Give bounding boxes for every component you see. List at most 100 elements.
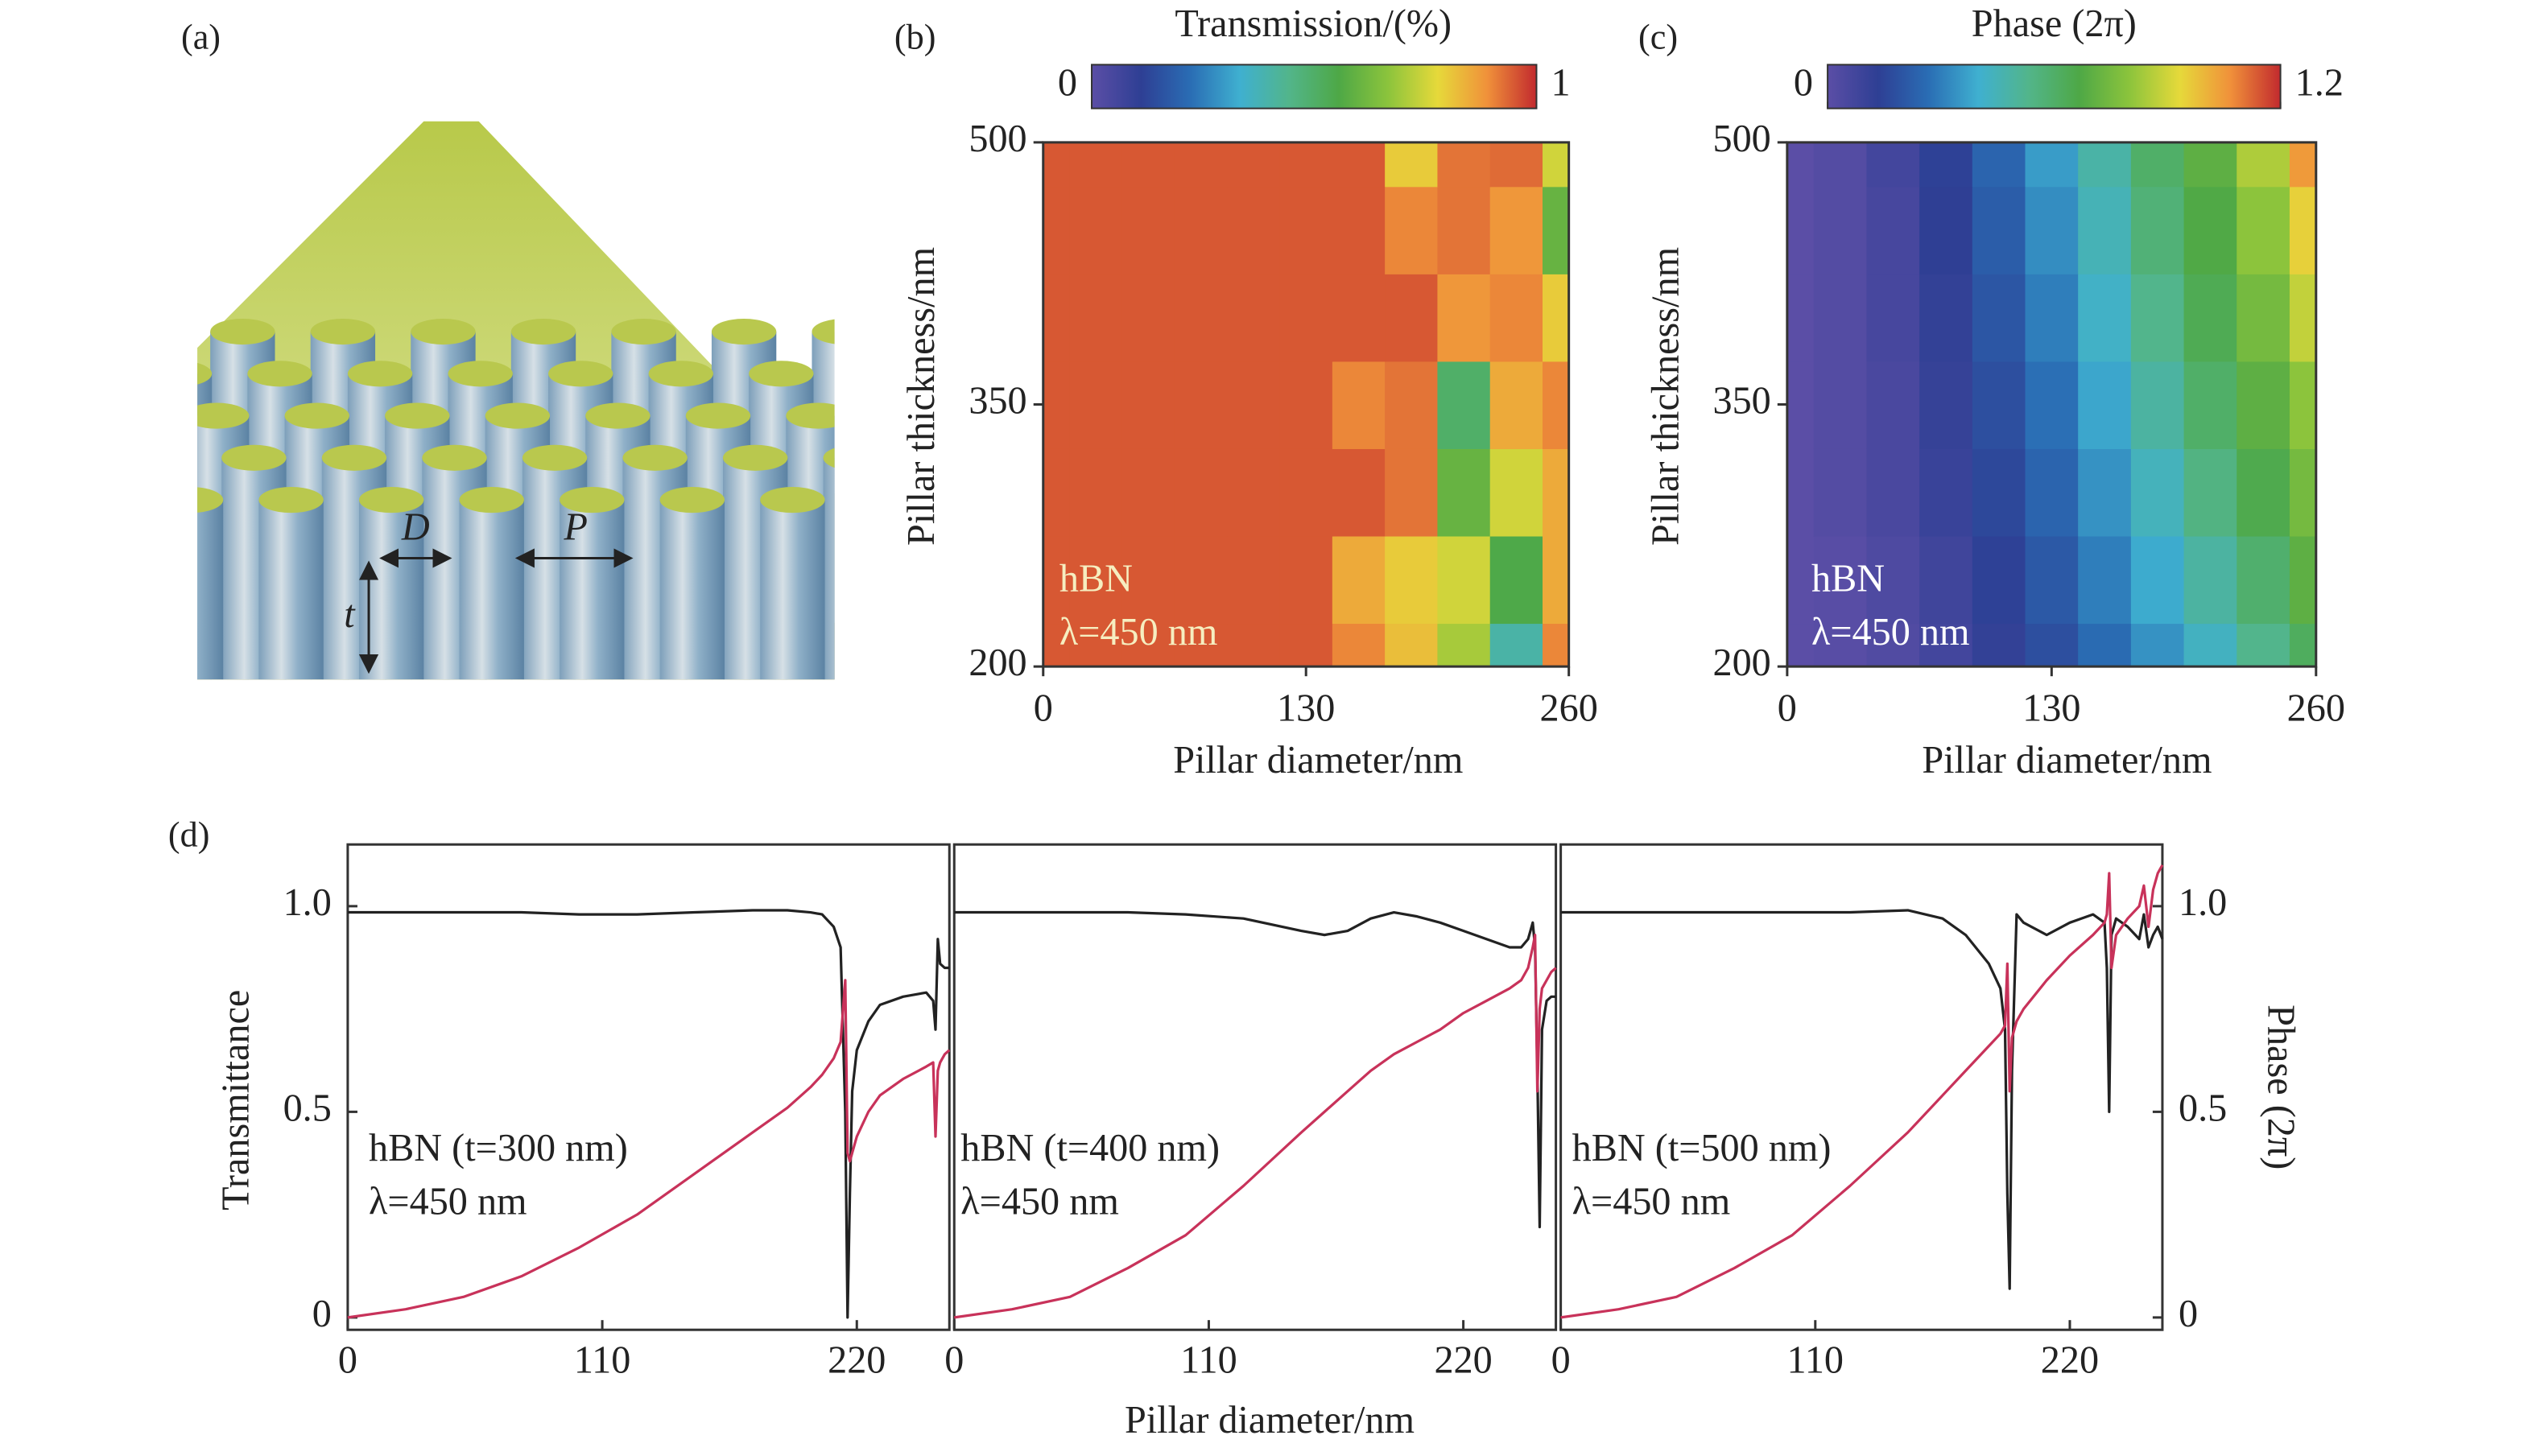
heatmap-cell [1043, 622, 1071, 668]
heatmap-cell [1279, 448, 1334, 537]
x-tick-label: 260 [2287, 687, 2345, 729]
heatmap-cell [1866, 142, 1921, 188]
heatmap-cell [1043, 361, 1071, 449]
heatmap-cell [1489, 186, 1544, 274]
x-tick-label: 110 [574, 1338, 631, 1381]
pillar-top [247, 361, 312, 387]
heatmap-cell [1543, 361, 1570, 449]
y-tick-label: 1.0 [283, 881, 332, 924]
pillar-top [197, 362, 213, 385]
heatmap-cell [1279, 273, 1334, 362]
chart-title: Phase (2π) [1972, 2, 2137, 45]
pillar-top [548, 361, 613, 387]
y-tick-label: 350 [1712, 380, 1770, 423]
pillar-top [284, 402, 349, 429]
heatmap-cell [2025, 273, 2080, 362]
heatmap-cell [2025, 622, 2080, 668]
heatmap-cell [1332, 361, 1386, 449]
heatmap-cell [1332, 448, 1386, 537]
colorbar [1091, 64, 1538, 109]
heatmap-cell [2078, 448, 2133, 537]
x-tick-label: 0 [1778, 687, 1797, 729]
heatmap-cell [2130, 535, 2185, 625]
heatmap-cell [1385, 622, 1439, 668]
x-tick-label: 130 [2022, 687, 2080, 729]
heatmap-cell [1489, 142, 1544, 188]
y2-axis-label: Phase (2π) [2260, 1004, 2303, 1169]
y-axis-label: Pillar thickness/nm [1644, 247, 1687, 546]
y-tick-label: 0 [312, 1293, 332, 1335]
annotation: hBN (t=300 nm) [369, 1127, 628, 1169]
heatmap-cell [1121, 622, 1176, 668]
heatmap-cell [1121, 448, 1176, 537]
heatmap-cell [1069, 186, 1123, 274]
heatmap-cell [2025, 142, 2080, 188]
heatmap-cell [1543, 273, 1570, 362]
heatmap-cell [1813, 142, 1868, 188]
pillar-top [622, 444, 688, 471]
heatmap-cell [2078, 273, 2133, 362]
x-tick-label: 260 [1540, 687, 1598, 729]
heatmap-cell [1227, 142, 1281, 188]
pillar-top [210, 318, 275, 345]
heatmap-cell [1866, 448, 1921, 537]
heatmap-cell [1437, 448, 1491, 537]
heatmap-cell [1121, 535, 1176, 625]
heatmap-cell [2237, 622, 2291, 668]
pillar-top [760, 487, 825, 514]
heatmap-cell [1919, 535, 1973, 625]
heatmap-cell [2025, 535, 2080, 625]
dimension-label: D [401, 505, 430, 548]
heatmap-cell [2183, 622, 2238, 668]
heatmap-cell [1437, 273, 1491, 362]
pillar-top [510, 318, 576, 345]
heatmap-cell [2183, 186, 2238, 274]
heatmap-cell [1332, 186, 1386, 274]
heatmap-cell [2130, 361, 2185, 449]
heatmap-cell [1813, 535, 1868, 625]
illustration: D P t [197, 121, 835, 680]
x-axis-label: Pillar diameter/nm [1125, 1399, 1415, 1442]
heatmap-cell [2289, 361, 2317, 449]
pillar-top [823, 448, 835, 468]
heatmap-cell [1227, 273, 1281, 362]
heatmap-cell [1813, 273, 1868, 362]
pillar-top [321, 444, 387, 471]
heatmap-cell [2289, 186, 2317, 274]
pillar-top [786, 402, 835, 429]
heatmap-cell [1174, 273, 1229, 362]
heatmap-cell [1227, 448, 1281, 537]
heatmap-cell [1385, 142, 1439, 188]
x-tick-label: 0 [1034, 687, 1053, 729]
heatmap-cell [1813, 448, 1868, 537]
heatmap-cell [1489, 448, 1544, 537]
y-axis-label: Pillar thickness/nm [900, 247, 943, 546]
x-tick-label: 110 [1180, 1338, 1237, 1381]
heatmap-cell [1385, 186, 1439, 274]
pillar-top [611, 318, 676, 345]
heatmap-cell [2078, 535, 2133, 625]
heatmap-cell [2237, 448, 2291, 537]
heatmap-cell [1332, 622, 1386, 668]
heatmap-cell [2130, 448, 2185, 537]
heatmap-cell [1972, 622, 2026, 668]
heatmap-cell [1543, 535, 1570, 625]
colorbar-tick-label: 0 [1794, 62, 1813, 105]
pillar [760, 500, 825, 680]
data-line [347, 909, 950, 1319]
data-line [954, 934, 1557, 1319]
heatmap-cell [2078, 186, 2133, 274]
chart-title: Transmission/(%) [1175, 2, 1452, 45]
heatmap-cell [1227, 622, 1281, 668]
heatmap-cell [1332, 535, 1386, 625]
heatmap-cell [1043, 448, 1071, 537]
dimension-label: t [344, 593, 356, 636]
heatmap-cell [2237, 361, 2291, 449]
y-tick-label: 500 [1712, 118, 1770, 160]
heatmap-cell [1786, 535, 1815, 625]
heatmap-cell [1489, 622, 1544, 668]
data-line [954, 910, 1556, 1229]
heatmap-cell [1813, 361, 1868, 449]
x-tick-label: 0 [1551, 1338, 1571, 1381]
